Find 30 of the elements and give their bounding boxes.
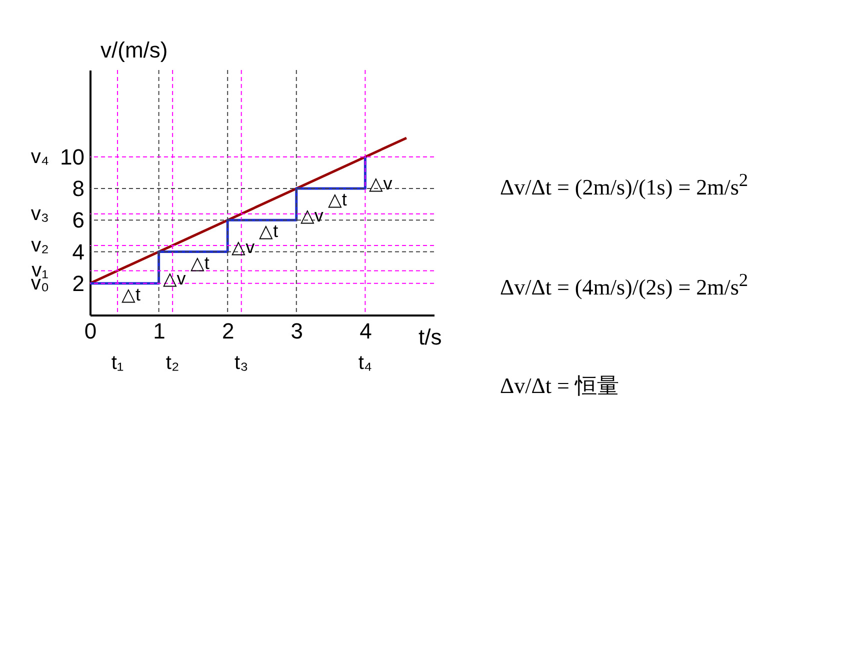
x-tick-label: 1 (153, 318, 166, 344)
annotation: △v (300, 205, 324, 226)
annotation: △t (259, 221, 278, 242)
text: Δv/Δt = (2m/s)/(1s) = 2m/s$^{2}$ (500, 170, 748, 200)
ref-line-label: t₃ (234, 352, 248, 374)
annotation: △v (369, 174, 392, 194)
x-tick-label: 3 (290, 318, 304, 344)
text: Δv/Δt = 恒量 (500, 372, 620, 400)
y-tick-label: 4 (72, 239, 84, 264)
ref-line-label: v₄ (30, 146, 50, 168)
y-tick-label: 8 (72, 176, 84, 202)
y-tick-label: 2 (72, 270, 84, 296)
annotation: △v (232, 236, 255, 257)
annotation: △t (122, 284, 141, 304)
x-tick-label: 2 (222, 318, 234, 344)
x-tick-label: 0 (84, 318, 97, 344)
annotation: △v (162, 268, 186, 289)
y-tick-label: 10 (60, 144, 84, 170)
annotation: △t (190, 252, 210, 273)
ref-line-label: t₂ (166, 352, 180, 374)
ref-line-label: t₄ (358, 352, 372, 374)
ref-line-label: v₃ (30, 202, 50, 225)
y-tick-label: 6 (72, 208, 84, 233)
y-axis-title: v/(m/s) (100, 38, 168, 62)
x-tick-label: 4 (360, 318, 372, 344)
ref-line-label: v₂ (31, 234, 49, 256)
ref-line-label: t₁ (111, 352, 124, 374)
text: Δv/Δt = (4m/s)/(2s) = 2m/s$^{2}$ (500, 270, 748, 301)
x-axis-title: t/s (418, 324, 442, 350)
annotation: △t (328, 190, 347, 210)
